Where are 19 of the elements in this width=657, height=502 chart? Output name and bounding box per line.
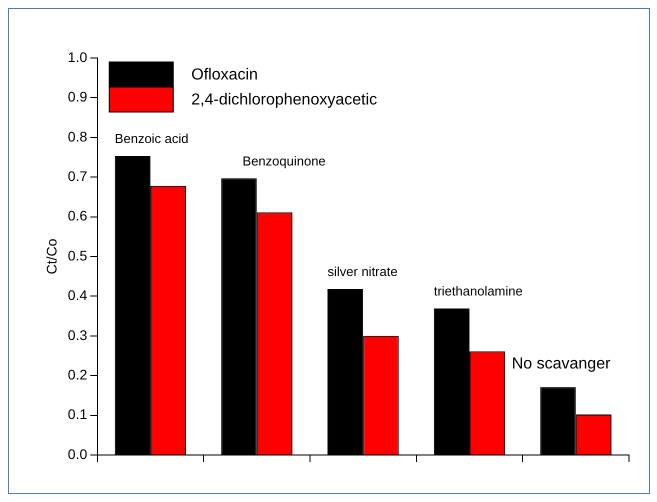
legend-label: 2,4-dichlorophenoxyacetic (191, 91, 378, 108)
y-tick-label: 1.0 (68, 48, 88, 65)
annotation: No scavanger (512, 356, 612, 373)
y-tick-label: 0.6 (68, 208, 88, 224)
legend-label: Ofloxacin (191, 66, 258, 84)
y-tick-label: 0.8 (68, 128, 88, 144)
annotation: Benzoic acid (114, 131, 189, 146)
annotation: silver nitrate (328, 264, 398, 280)
y-tick-label: 0.1 (68, 406, 88, 422)
y-axis-title: Ct/Co (43, 238, 60, 274)
y-tick-label: 0.0 (68, 446, 88, 462)
y-tick-label: 0.7 (68, 168, 88, 184)
annotation: Benzoquinone (242, 153, 326, 168)
annotation: triethanolamine (434, 284, 523, 299)
y-tick-label: 0.5 (68, 247, 88, 264)
y-tick-label: 0.4 (68, 287, 88, 304)
y-tick-label: 0.3 (68, 326, 88, 343)
y-tick-label: 0.9 (68, 88, 88, 105)
y-tick-label: 0.2 (68, 366, 88, 382)
